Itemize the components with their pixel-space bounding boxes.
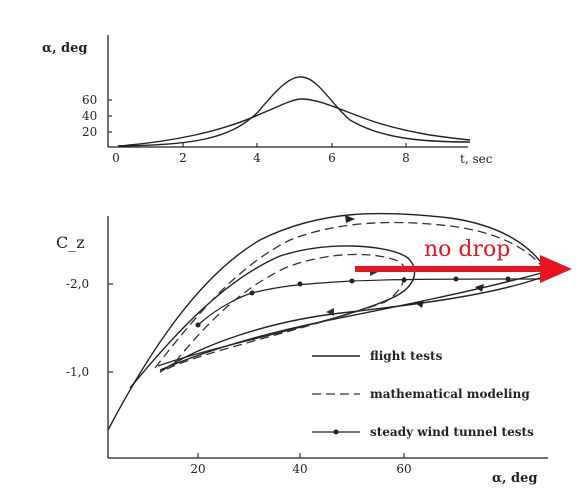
top-x-tick-label: 0	[112, 151, 120, 165]
data-point	[297, 281, 303, 287]
legend: flight tests mathematical modeling stead…	[312, 349, 534, 439]
top-x-tick-label: 4	[253, 151, 261, 165]
data-point	[505, 276, 511, 282]
top-x-tick-label: 8	[402, 151, 410, 165]
bottom-x-label: α, deg	[492, 471, 538, 486]
legend-swatch-dot	[333, 429, 339, 435]
top-x-label: t, sec	[460, 152, 493, 166]
bottom-chart: C_z α, deg 20 40 60 -1,0 -2,0	[56, 212, 572, 486]
data-point	[453, 276, 459, 282]
direction-arrow	[475, 284, 484, 292]
data-point	[249, 290, 255, 296]
top-series-broad	[117, 98, 471, 147]
flight-tests-lower	[159, 277, 541, 373]
math-modeling-outer	[154, 221, 546, 369]
no-drop-arrow-head	[540, 255, 572, 283]
top-y-tick-label: 40	[82, 109, 97, 123]
top-series-peak	[117, 76, 471, 147]
bottom-y-ticks: -1,0 -2,0	[66, 277, 113, 379]
legend-label-flight: flight tests	[370, 349, 443, 363]
bottom-y-label: C_z	[56, 233, 85, 252]
bottom-x-tick-label: 60	[396, 462, 411, 476]
data-point	[195, 322, 201, 328]
wind-tunnel-points	[195, 276, 511, 328]
legend-label-wind-tunnel: steady wind tunnel tests	[370, 425, 534, 439]
bottom-x-ticks: 20 40 60	[190, 453, 412, 476]
bottom-x-tick-label: 20	[190, 462, 205, 476]
top-x-ticks: 0 2 4 6 8	[107, 143, 410, 165]
top-x-tick-label: 6	[328, 151, 336, 165]
top-y-ticks: 20 40 60	[82, 93, 112, 139]
no-drop-annotation: no drop	[424, 237, 510, 262]
direction-arrow	[415, 300, 424, 308]
top-y-tick-label: 20	[82, 125, 97, 139]
direction-arrow	[345, 215, 355, 223]
wind-tunnel-curve	[197, 278, 546, 326]
data-point	[349, 278, 355, 284]
bottom-x-tick-label: 40	[292, 462, 307, 476]
top-y-label: α, deg	[42, 41, 88, 56]
flight-tests-outer	[107, 212, 546, 431]
direction-arrow	[326, 308, 334, 316]
bottom-y-tick-label: -1,0	[66, 365, 89, 379]
legend-label-modeling: mathematical modeling	[370, 387, 530, 401]
top-x-tick-label: 2	[179, 151, 187, 165]
bottom-y-tick-label: -2,0	[66, 277, 89, 291]
data-point	[401, 277, 407, 283]
top-y-tick-label: 60	[82, 93, 97, 107]
top-chart: α, deg t, sec 0 2 4 6 8 20 40 60	[42, 35, 493, 166]
